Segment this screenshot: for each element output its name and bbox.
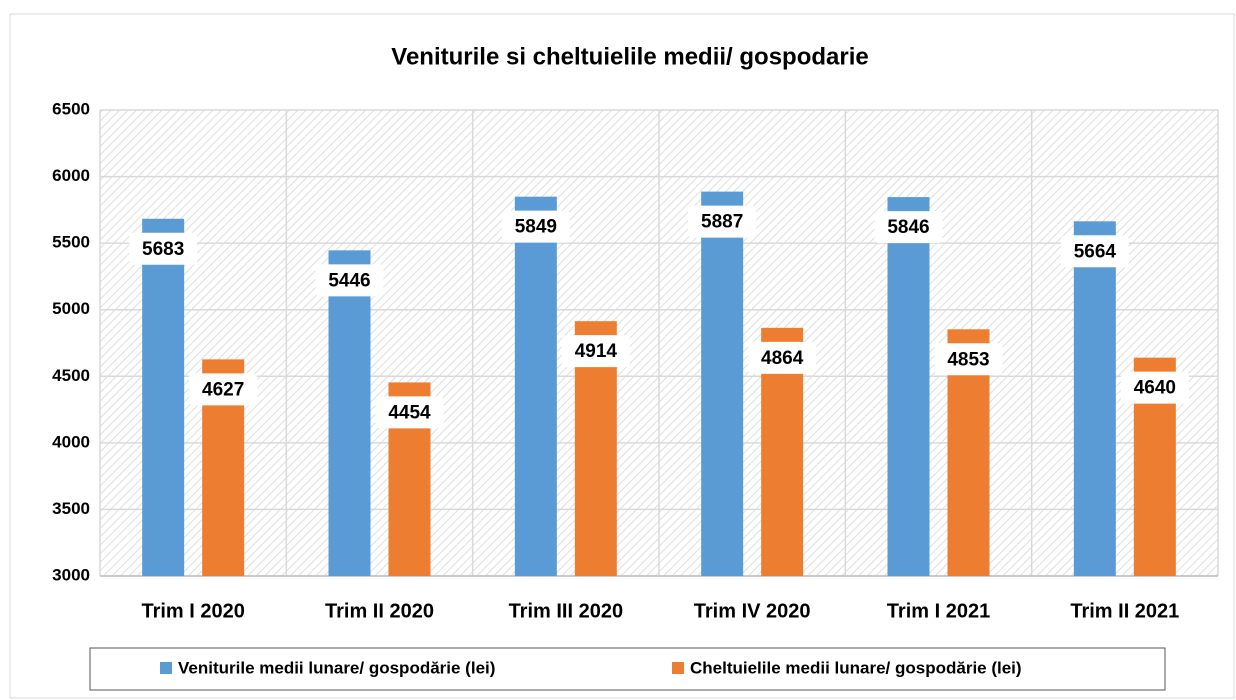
x-tick-label: Trim II 2021 [1070, 600, 1179, 622]
data-label: 4914 [575, 341, 618, 362]
bar [514, 196, 557, 576]
bar [1073, 221, 1116, 576]
data-label: 4627 [202, 379, 244, 400]
y-tick-label: 4500 [52, 366, 90, 385]
legend-label: Veniturile medii lunare/ gospodărie (lei… [178, 658, 495, 677]
data-label: 5849 [515, 217, 557, 238]
data-label: 4454 [388, 402, 431, 423]
legend [89, 647, 1166, 691]
data-label-bg [561, 335, 630, 368]
data-label-bg [129, 232, 198, 265]
y-tick-label: 3000 [52, 565, 90, 584]
legend-swatch [672, 662, 684, 674]
data-label-bg [189, 373, 258, 406]
x-tick-label: Trim I 2021 [887, 600, 990, 622]
data-label-bg [375, 396, 444, 429]
x-tick-label: Trim I 2020 [141, 600, 244, 622]
data-label-bg [1120, 371, 1189, 404]
data-label: 5887 [701, 212, 743, 233]
data-label: 5664 [1074, 241, 1117, 262]
y-tick-label: 4000 [52, 432, 90, 451]
data-label-bg [874, 211, 943, 244]
data-label: 5846 [887, 217, 929, 238]
y-tick-label: 5000 [52, 299, 90, 318]
data-label: 4853 [947, 349, 989, 370]
y-tick-label: 5500 [52, 233, 90, 252]
data-label: 5446 [328, 270, 370, 291]
legend-label: Cheltuielile medii lunare/ gospodărie (l… [690, 658, 1022, 677]
data-label: 5683 [142, 239, 184, 260]
x-tick-label: Trim IV 2020 [694, 600, 811, 622]
data-label-bg [501, 210, 570, 243]
bar [328, 250, 371, 576]
data-label: 4864 [761, 348, 804, 369]
data-label-bg [1060, 235, 1129, 268]
data-label-bg [934, 343, 1003, 376]
y-tick-label: 6000 [52, 166, 90, 185]
bar [142, 218, 185, 576]
data-label-bg [748, 341, 817, 374]
x-tick-label: Trim III 2020 [509, 600, 624, 622]
x-tick-label: Trim II 2020 [325, 600, 434, 622]
data-label-bg [315, 264, 384, 297]
y-tick-label: 3500 [52, 499, 90, 518]
chart-title: Veniturile si cheltuielile medii/ gospod… [391, 43, 868, 70]
data-label: 4640 [1134, 378, 1176, 399]
bar [887, 197, 930, 576]
y-tick-label: 6500 [52, 99, 90, 118]
data-label-bg [688, 205, 757, 238]
bar [701, 191, 744, 576]
legend-swatch [160, 662, 172, 674]
